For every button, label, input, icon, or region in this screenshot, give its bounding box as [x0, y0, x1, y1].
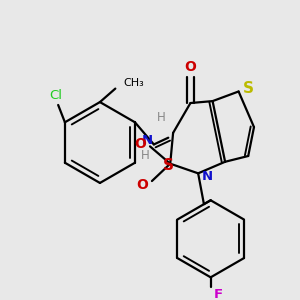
Text: N: N: [202, 170, 213, 183]
Text: Cl: Cl: [49, 89, 62, 102]
Text: N: N: [142, 134, 153, 147]
Text: H: H: [141, 149, 150, 163]
Text: S: S: [243, 81, 254, 96]
Text: CH₃: CH₃: [123, 78, 144, 88]
Text: O: O: [136, 178, 148, 192]
Text: O: O: [134, 137, 146, 152]
Text: F: F: [214, 288, 223, 300]
Text: O: O: [184, 60, 196, 74]
Text: H: H: [157, 111, 166, 124]
Text: S: S: [163, 158, 174, 173]
